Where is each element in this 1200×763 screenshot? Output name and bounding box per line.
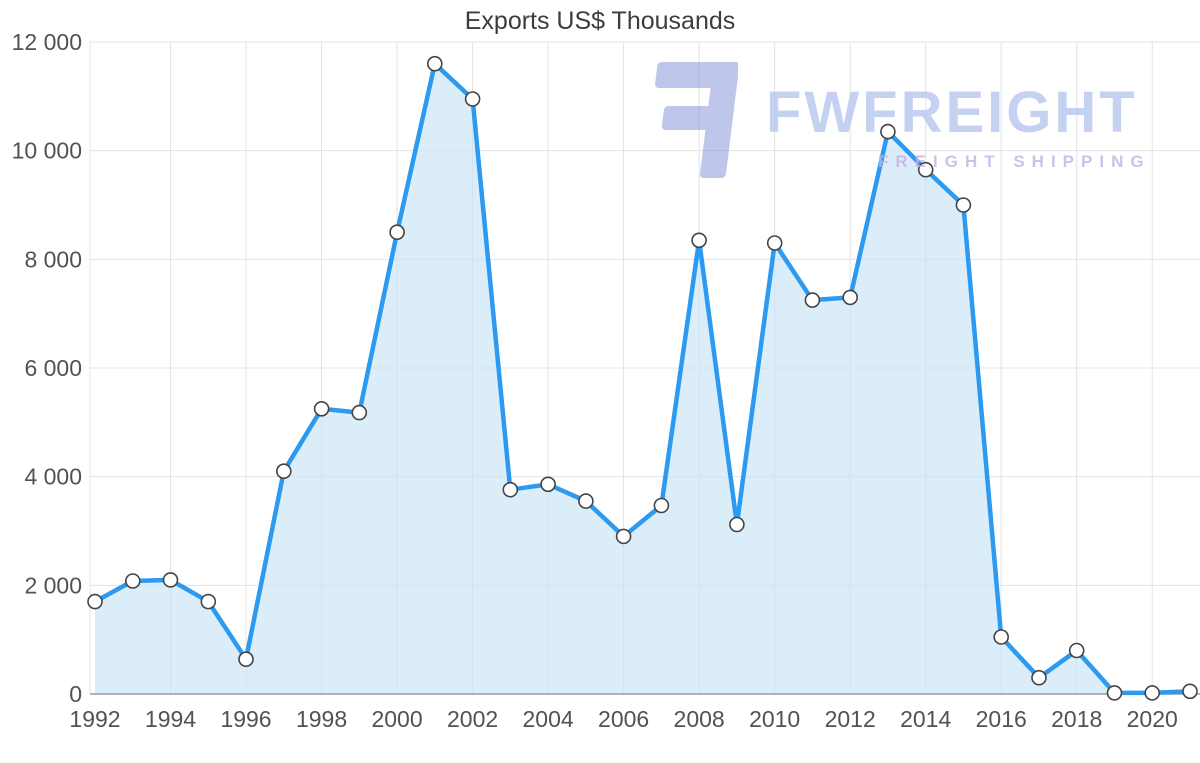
data-point-marker bbox=[842, 289, 859, 306]
data-point-marker bbox=[1068, 642, 1085, 659]
x-tick-label: 1992 bbox=[69, 706, 120, 732]
x-tick-label: 2004 bbox=[523, 706, 574, 732]
data-point-marker bbox=[313, 400, 330, 417]
y-tick-label: 8 000 bbox=[24, 246, 82, 272]
x-tick-label: 2020 bbox=[1127, 706, 1178, 732]
data-point-marker bbox=[993, 629, 1010, 645]
data-point-marker bbox=[766, 235, 783, 251]
data-point-marker bbox=[87, 593, 103, 610]
data-point-marker bbox=[955, 197, 972, 213]
x-tick-label: 2010 bbox=[749, 706, 800, 732]
data-point-marker bbox=[125, 573, 141, 589]
chart-title: Exports US$ Thousands bbox=[464, 7, 736, 35]
data-point-marker bbox=[880, 123, 896, 140]
x-tick-label: 1994 bbox=[145, 706, 196, 732]
data-point-marker bbox=[502, 481, 519, 498]
data-point-marker bbox=[615, 528, 632, 545]
x-tick-label: 2016 bbox=[976, 706, 1027, 732]
data-point-marker bbox=[1106, 685, 1123, 701]
series-line bbox=[92, 61, 1193, 696]
data-point-marker bbox=[389, 224, 405, 240]
data-point-marker bbox=[1144, 685, 1160, 701]
data-point-marker bbox=[426, 55, 443, 72]
data-point-marker bbox=[162, 572, 179, 588]
y-tick-label: 6 000 bbox=[24, 355, 82, 381]
x-tick-label: 2008 bbox=[674, 706, 725, 732]
data-point-marker bbox=[729, 516, 745, 533]
y-tick-label: 2 000 bbox=[24, 572, 82, 598]
x-tick-label: 1996 bbox=[220, 706, 271, 732]
x-tick-label: 2014 bbox=[900, 706, 951, 732]
data-point-marker bbox=[275, 463, 292, 480]
data-point-marker bbox=[653, 497, 670, 514]
area-fill bbox=[95, 63, 1190, 694]
data-point-marker bbox=[1031, 669, 1047, 686]
x-tick-label: 2002 bbox=[447, 706, 498, 732]
x-tick-label: 1998 bbox=[296, 706, 347, 732]
data-point-marker bbox=[578, 493, 594, 509]
data-point-marker bbox=[200, 593, 217, 610]
data-point-marker bbox=[238, 651, 254, 668]
y-tick-label: 4 000 bbox=[24, 464, 82, 490]
y-tick-label: 12 000 bbox=[12, 29, 82, 55]
y-tick-label: 0 bbox=[69, 681, 82, 707]
data-point-marker bbox=[540, 476, 556, 493]
data-point-marker bbox=[464, 91, 481, 107]
data-point-marker bbox=[917, 161, 934, 178]
data-point-marker bbox=[804, 292, 821, 308]
x-tick-label: 2018 bbox=[1051, 706, 1102, 732]
y-tick-label: 10 000 bbox=[12, 138, 82, 164]
x-tick-label: 2012 bbox=[825, 706, 876, 732]
x-tick-label: 2006 bbox=[598, 706, 649, 732]
data-point-marker bbox=[1182, 683, 1198, 700]
x-tick-label: 2000 bbox=[371, 706, 422, 732]
data-point-marker bbox=[691, 232, 707, 249]
data-point-marker bbox=[351, 404, 368, 421]
